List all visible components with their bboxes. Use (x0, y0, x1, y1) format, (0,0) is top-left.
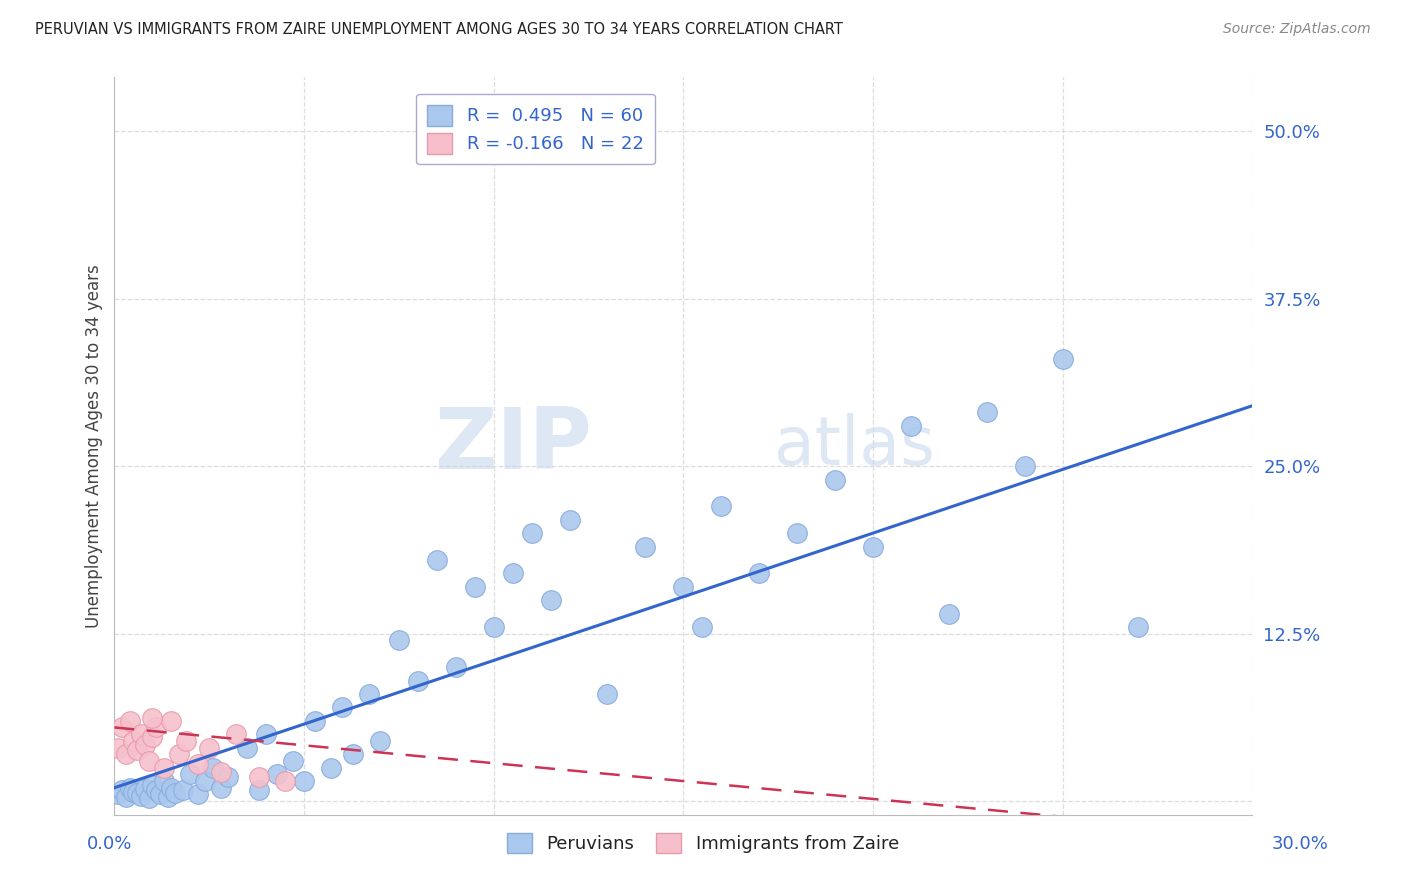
Point (247, 770, 270, 784)
Point (217, 770, 239, 784)
Point (156, 790, 179, 805)
Point (900, 418, 922, 433)
Point (118, 714, 141, 728)
Point (167, 747, 190, 762)
Point (114, 747, 136, 762)
Point (118, 780, 141, 795)
Point (145, 783, 167, 797)
Point (786, 526, 808, 541)
Point (209, 764, 232, 779)
Point (107, 740, 129, 755)
Point (426, 553, 449, 567)
Point (464, 580, 486, 594)
Point (141, 711, 163, 725)
Point (634, 540, 657, 554)
Point (292, 774, 315, 789)
Point (138, 754, 160, 768)
Text: ZIP: ZIP (434, 404, 592, 488)
Point (134, 738, 156, 752)
Point (141, 730, 163, 744)
Point (824, 473, 846, 487)
Point (281, 754, 304, 768)
Point (748, 566, 770, 581)
Y-axis label: Unemployment Among Ages 30 to 34 years: Unemployment Among Ages 30 to 34 years (86, 264, 103, 628)
Point (540, 593, 562, 607)
Point (145, 721, 167, 735)
Point (304, 714, 326, 728)
Point (209, 780, 232, 795)
Point (198, 740, 221, 755)
Point (152, 761, 174, 775)
Point (444, 660, 467, 674)
Point (520, 526, 543, 541)
Point (194, 774, 217, 789)
Point (149, 788, 172, 802)
Point (129, 789, 152, 803)
Point (176, 734, 198, 748)
Point (179, 767, 201, 781)
Text: PERUVIAN VS IMMIGRANTS FROM ZAIRE UNEMPLOYMENT AMONG AGES 30 TO 34 YEARS CORRELA: PERUVIAN VS IMMIGRANTS FROM ZAIRE UNEMPL… (35, 22, 844, 37)
Point (160, 780, 183, 795)
Point (254, 727, 277, 741)
Point (482, 620, 505, 634)
Point (274, 774, 297, 789)
Point (502, 566, 524, 581)
Legend: Peruvians, Immigrants from Zaire: Peruvians, Immigrants from Zaire (499, 825, 907, 861)
Text: Source: ZipAtlas.com: Source: ZipAtlas.com (1223, 22, 1371, 37)
Point (187, 756, 209, 771)
Point (225, 727, 247, 741)
Point (1052, 351, 1074, 366)
Point (558, 513, 581, 527)
Point (114, 790, 136, 805)
Point (127, 743, 149, 757)
Point (138, 791, 160, 805)
Point (330, 700, 353, 714)
Legend: R =  0.495   N = 60, R = -0.166   N = 22: R = 0.495 N = 60, R = -0.166 N = 22 (416, 94, 655, 164)
Point (160, 714, 183, 728)
Point (247, 783, 270, 797)
Point (111, 783, 134, 797)
Point (127, 786, 149, 800)
Point (690, 620, 713, 634)
Point (596, 687, 619, 701)
Point (862, 540, 884, 554)
Point (172, 783, 194, 797)
Text: 30.0%: 30.0% (1272, 835, 1329, 853)
Point (107, 788, 129, 802)
Point (122, 785, 145, 799)
Point (368, 734, 391, 748)
Text: 0.0%: 0.0% (87, 835, 132, 853)
Point (342, 747, 364, 762)
Point (319, 761, 342, 775)
Point (165, 786, 187, 800)
Point (202, 761, 225, 775)
Point (388, 633, 411, 648)
Point (134, 782, 156, 797)
Point (1128, 620, 1150, 634)
Point (938, 607, 960, 621)
Point (1014, 459, 1036, 474)
Point (187, 788, 209, 802)
Point (406, 673, 429, 688)
Point (141, 778, 163, 792)
Text: atlas: atlas (775, 413, 935, 479)
Point (710, 500, 733, 514)
Point (976, 405, 998, 419)
Point (122, 734, 145, 748)
Point (672, 580, 695, 594)
Point (111, 721, 134, 735)
Point (129, 727, 152, 741)
Point (266, 767, 288, 781)
Point (357, 687, 380, 701)
Point (236, 740, 259, 755)
Point (152, 774, 174, 789)
